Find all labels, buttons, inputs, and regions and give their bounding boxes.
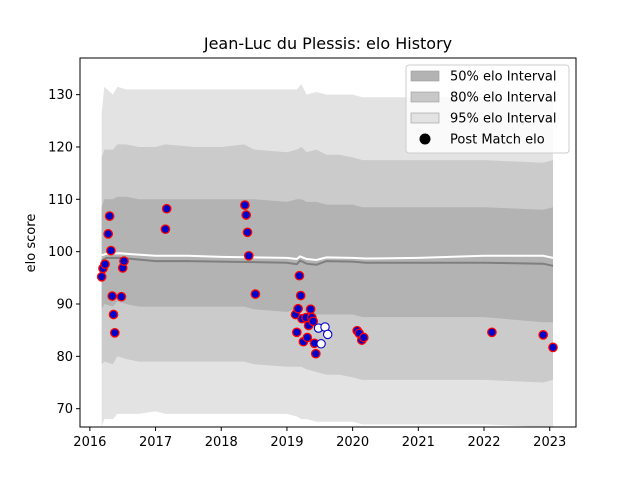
x-tick-label: 2021	[402, 435, 435, 450]
data-point	[487, 327, 497, 338]
x-tick-label: 2020	[336, 435, 369, 450]
data-point	[119, 256, 129, 266]
x-tick-label: 2019	[270, 435, 303, 450]
legend: 50% elo Interval 80% elo Interval 95% elo …	[405, 64, 570, 154]
legend-swatch	[410, 91, 440, 103]
data-point	[250, 289, 261, 299]
data-point	[548, 342, 558, 353]
data-point	[100, 259, 110, 270]
data-point	[305, 304, 316, 315]
data-point	[291, 327, 302, 338]
legend-marker	[419, 133, 431, 145]
plot-frame	[79, 57, 577, 428]
data-point	[302, 332, 313, 343]
y-tick-label: 70	[56, 402, 73, 417]
legend-box	[405, 64, 570, 154]
legend-label: 50% elo Interval	[450, 70, 557, 85]
interval-bands	[101, 84, 553, 427]
y-tick-label: 80	[56, 350, 73, 365]
x-tick-label: 2023	[533, 435, 566, 450]
data-point	[538, 330, 549, 340]
y-tick-label: 100	[48, 245, 73, 260]
y-tick-label: 110	[48, 193, 73, 208]
x-tick-label: 2022	[467, 435, 500, 450]
x-tick-label: 2018	[205, 435, 238, 450]
data-point	[103, 229, 114, 239]
median-line	[101, 256, 554, 267]
data-point	[160, 224, 171, 235]
x-axis-ticks: 2016 2017 2018 2019 2020 2021 2022 2023	[73, 427, 566, 450]
data-point	[308, 316, 319, 327]
data-point	[109, 327, 120, 338]
data-point	[310, 348, 321, 359]
data-point	[161, 203, 172, 214]
band-50	[101, 196, 553, 323]
legend-label: Post Match elo	[450, 133, 545, 148]
post-match-points	[96, 200, 558, 359]
data-point	[104, 211, 115, 221]
chart-title: Jean-Luc du Plessis: elo History	[203, 34, 452, 53]
y-tick-label: 130	[48, 88, 73, 103]
data-point	[293, 303, 303, 314]
data-point	[295, 290, 306, 301]
data-point-recent	[316, 339, 326, 349]
data-point	[240, 200, 250, 210]
data-point	[358, 332, 369, 343]
x-tick-label: 2017	[139, 435, 172, 450]
y-axis-label: elo score	[24, 214, 39, 273]
data-point	[241, 210, 252, 220]
data-point	[243, 250, 254, 261]
y-axis-ticks: 70 80 90 100 110 120 130	[48, 88, 80, 417]
y-tick-label: 90	[56, 298, 73, 313]
x-tick-label: 2016	[73, 435, 106, 450]
data-point-recent	[322, 329, 333, 340]
data-point	[294, 270, 305, 281]
legend-swatch	[410, 112, 440, 124]
mean-line	[101, 252, 554, 262]
legend-swatch	[410, 70, 440, 82]
legend-label: 95% elo Interval	[450, 112, 557, 127]
data-point	[96, 271, 107, 282]
legend-label: 80% elo Interval	[450, 91, 557, 106]
data-point	[106, 245, 116, 256]
data-point	[242, 227, 253, 238]
estimate-lines	[101, 252, 554, 267]
y-tick-label: 120	[48, 140, 73, 155]
data-point	[116, 291, 127, 302]
data-point	[108, 309, 119, 320]
data-point	[107, 291, 118, 301]
